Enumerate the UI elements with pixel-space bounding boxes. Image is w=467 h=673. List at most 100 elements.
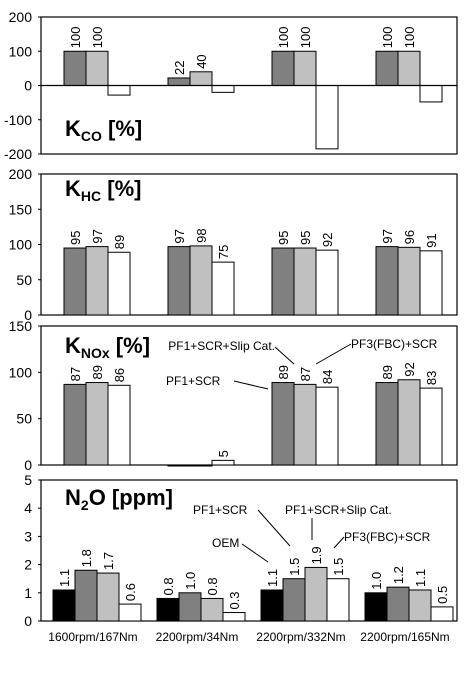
bar: [397, 246, 421, 316]
y-tick-label: 2: [24, 557, 32, 573]
data-label: 1.0: [183, 572, 198, 590]
y-tick-label: -100: [4, 112, 32, 128]
bar: [107, 251, 131, 316]
data-label: 98: [194, 228, 209, 242]
bar: [304, 566, 328, 622]
y-tick-label: 0: [24, 78, 32, 94]
panel-title: KNOx [%]: [65, 333, 150, 361]
x-axis-labels: 1600rpm/167Nm 2200rpm/34Nm 2200rpm/332Nm 22…: [48, 630, 449, 644]
y-tick-label: 200: [9, 166, 33, 182]
y-tick-label: 0: [24, 307, 32, 323]
panel-knox: KNOx [%] PF1+SCR+Slip Cat. PF3(FBC)+SCR …: [9, 318, 458, 473]
data-label: 100: [298, 27, 313, 49]
bar: [74, 569, 98, 622]
panel-n2o: N2O [ppm] PF1+SCR PF1+SCR+Slip Cat. OEM …: [24, 472, 458, 629]
data-label: 96: [402, 230, 417, 244]
bar: [178, 592, 202, 622]
bar: [315, 85, 339, 150]
bar: [408, 589, 432, 622]
panel-frame: [40, 325, 458, 466]
y-tick-label: 100: [9, 237, 33, 253]
panel-title: N2O [ppm]: [65, 485, 173, 513]
y-tick-label: 5: [24, 472, 32, 488]
x-tick-label: 2200rpm/165Nm: [360, 630, 449, 644]
annotation-leader: [257, 509, 291, 547]
bar: [85, 382, 109, 466]
x-tick-label: 2200rpm/332Nm: [256, 630, 345, 644]
data-label: 92: [402, 362, 417, 376]
bar: [326, 578, 350, 622]
data-label: 89: [276, 365, 291, 379]
annotation-pf3-fbc-scr: PF3(FBC)+SCR: [344, 530, 431, 544]
y-tick-label: 4: [24, 500, 32, 516]
bar: [118, 603, 142, 622]
data-label: 0.6: [123, 583, 138, 601]
x-tick-label: 1600rpm/167Nm: [48, 630, 137, 644]
bar: [430, 606, 454, 622]
y-tick-label: 50: [16, 411, 32, 427]
y-tick-label: -200: [4, 146, 32, 162]
annotation-pf1-scr: PF1+SCR: [193, 503, 248, 517]
bar: [63, 50, 87, 86]
bar: [293, 247, 317, 316]
y-tick-label: 100: [9, 43, 33, 59]
bar: [375, 382, 399, 466]
annotation-leader: [241, 543, 269, 563]
data-label: 1.0: [369, 572, 384, 590]
x-tick-label: 2200rpm/34Nm: [156, 630, 239, 644]
data-label: 22: [172, 60, 187, 74]
bar: [211, 459, 235, 466]
y-tick-label: 0: [24, 613, 32, 629]
data-label: 87: [298, 367, 313, 381]
y-tick-label: 50: [16, 272, 32, 288]
annotation-leader: [233, 380, 269, 390]
bar: [167, 464, 191, 467]
data-label: 100: [90, 27, 105, 49]
data-label: 40: [194, 54, 209, 68]
panel-frame: [40, 479, 458, 622]
data-label: 97: [380, 229, 395, 243]
bar: [397, 50, 421, 86]
annotation-leader: [333, 536, 345, 549]
bar: [419, 250, 443, 316]
bar: [167, 246, 191, 316]
data-label: 89: [90, 365, 105, 379]
bar: [260, 589, 284, 622]
data-label: 89: [380, 365, 395, 379]
y-tick-label: 150: [9, 318, 33, 334]
data-label: 100: [380, 27, 395, 49]
bar: [107, 85, 131, 96]
y-tick-label: 200: [9, 9, 33, 25]
data-label: 95: [298, 231, 313, 245]
bar: [156, 597, 180, 622]
data-label: 1.1: [57, 569, 72, 587]
annotation-pf3-fbc-scr: PF3(FBC)+SCR: [351, 337, 438, 351]
bar: [85, 50, 109, 86]
data-label: 1.7: [101, 552, 116, 570]
annotation-pf1-scr: PF1+SCR: [166, 374, 221, 388]
data-label: 84: [320, 370, 335, 384]
y-tick-label: 100: [9, 364, 33, 380]
data-label: 95: [276, 231, 291, 245]
data-label: 1.8: [79, 549, 94, 567]
data-label: 1.2: [391, 566, 406, 584]
data-label: 95: [68, 231, 83, 245]
data-label: 91: [424, 233, 439, 247]
bar: [211, 85, 235, 93]
bar: [189, 245, 213, 316]
bar: [200, 597, 224, 622]
bar: [271, 50, 295, 86]
bar: [375, 246, 399, 316]
data-label: 87: [68, 367, 83, 381]
data-label: 86: [112, 368, 127, 382]
annotation-leader: [315, 343, 352, 365]
data-label: 0.3: [227, 591, 242, 609]
data-label: 5: [216, 450, 231, 457]
panel-title: KCO [%]: [65, 116, 142, 144]
bar: [419, 387, 443, 466]
bar: [282, 578, 306, 622]
bar: [315, 249, 339, 316]
bar: [189, 464, 213, 467]
bar: [167, 77, 191, 86]
